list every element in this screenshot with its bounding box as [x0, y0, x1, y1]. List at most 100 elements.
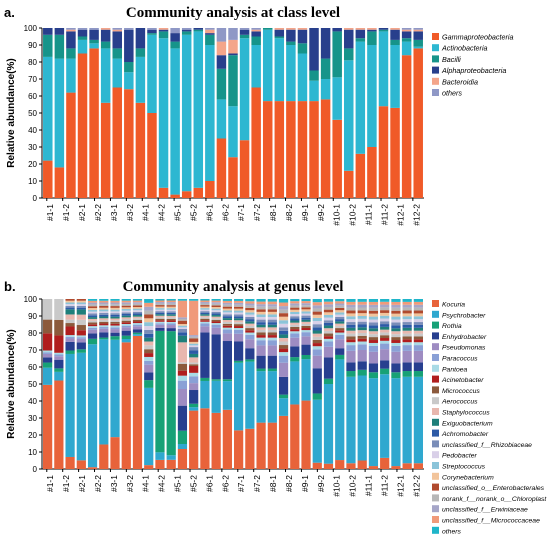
- bar-segment: [144, 353, 154, 357]
- bar-segment: [368, 322, 379, 326]
- bar-segment: [401, 41, 412, 56]
- bar-segment: [413, 330, 423, 334]
- bar-segment: [312, 330, 322, 334]
- bar-segment: [391, 363, 401, 373]
- bar-segment: [87, 467, 98, 469]
- bar-segment: [357, 335, 367, 339]
- bar-segment: [312, 343, 322, 347]
- bar-segment: [211, 308, 221, 311]
- bar-segment: [357, 350, 367, 362]
- bar-segment: [76, 352, 86, 461]
- bar-segment: [166, 315, 176, 318]
- bar-segment: [222, 300, 232, 303]
- bar-segment: [297, 43, 308, 54]
- bar-segment: [211, 310, 221, 312]
- bar-segment: [54, 368, 64, 372]
- bar-segment: [144, 364, 154, 373]
- x-tick-label: #12-1: [395, 204, 405, 226]
- bar-segment: [256, 355, 266, 369]
- bar-segment: [121, 300, 131, 303]
- bar-segment: [43, 384, 53, 469]
- bar-segment: [256, 337, 266, 341]
- bar-segment: [135, 102, 146, 198]
- bar-segment: [234, 327, 244, 330]
- bar-segment: [267, 317, 277, 320]
- y-tick-label: 100: [24, 295, 38, 304]
- bar-segment: [301, 323, 311, 326]
- bar-segment: [100, 29, 111, 42]
- bar-segment: [211, 303, 221, 306]
- bar-segment: [177, 405, 188, 431]
- bar-segment: [335, 359, 345, 461]
- bar-segment: [158, 28, 169, 30]
- legend-swatch: [432, 33, 439, 40]
- x-tick-label: #2-1: [77, 204, 87, 221]
- bar-segment: [132, 315, 143, 317]
- bar-segment: [346, 316, 356, 320]
- legend-swatch: [432, 55, 439, 63]
- bar-segment: [380, 349, 390, 361]
- bar-segment: [99, 311, 109, 314]
- bar-segment: [357, 375, 367, 461]
- bar-segment: [43, 352, 53, 354]
- bar-segment: [256, 306, 266, 310]
- x-tick-label: #5-1: [173, 475, 183, 492]
- bar-segment: [211, 307, 221, 309]
- x-tick-label: #11-1: [364, 204, 374, 225]
- y-tick-label: 0: [33, 465, 38, 474]
- bar-segment: [121, 319, 131, 321]
- bar-segment: [177, 317, 188, 319]
- bar-segment: [121, 322, 131, 324]
- bar-segment: [112, 87, 122, 198]
- bar-segment: [110, 320, 120, 323]
- bar-segment: [391, 378, 401, 467]
- legend-swatch: [432, 483, 439, 491]
- bar-segment: [189, 365, 199, 373]
- bar-segment: [144, 349, 154, 354]
- bar-segment: [43, 28, 53, 35]
- bar-segment: [222, 329, 232, 334]
- bar-segment: [239, 29, 250, 35]
- bar-segment: [177, 319, 188, 321]
- bar-segment: [323, 301, 334, 305]
- bar-segment: [65, 335, 75, 337]
- bar-segment: [256, 345, 266, 356]
- bar-segment: [89, 48, 99, 199]
- bar-segment: [166, 305, 176, 307]
- bar-segment: [234, 314, 244, 317]
- bar-segment: [368, 316, 379, 320]
- bar-segment: [135, 48, 146, 57]
- bar-segment: [290, 307, 300, 310]
- bar-segment: [368, 351, 379, 364]
- bar-segment: [368, 307, 379, 311]
- x-tick-label: #1-1: [45, 475, 55, 492]
- bar-segment: [368, 345, 379, 352]
- bar-segment: [323, 330, 334, 334]
- legend-entry: Achromobacter: [441, 431, 489, 438]
- bar-segment: [181, 28, 192, 30]
- bar-segment: [200, 408, 210, 469]
- bar-segment: [402, 336, 412, 340]
- bar-segment: [132, 321, 143, 324]
- y-tick-label: 30: [28, 414, 37, 423]
- bar-segment: [323, 357, 334, 379]
- bar-segment: [368, 299, 379, 302]
- bar-segment: [144, 372, 154, 381]
- panel-letter: b.: [4, 279, 16, 294]
- bar-segment: [239, 28, 250, 30]
- bar-segment: [77, 39, 88, 54]
- legend-swatch: [432, 300, 439, 307]
- bar-segment: [189, 383, 199, 391]
- bar-segment: [413, 28, 423, 30]
- bar-segment: [216, 138, 227, 198]
- bar-segment: [245, 319, 255, 322]
- x-tick-label: #9-2: [316, 475, 326, 492]
- bar-segment: [155, 311, 165, 313]
- bar-segment: [312, 321, 322, 325]
- bar-segment: [256, 340, 266, 346]
- bar-segment: [132, 324, 143, 327]
- bar-segment: [166, 309, 176, 312]
- bar-segment: [301, 330, 311, 333]
- bar-segment: [312, 355, 322, 369]
- bar-segment: [367, 29, 377, 32]
